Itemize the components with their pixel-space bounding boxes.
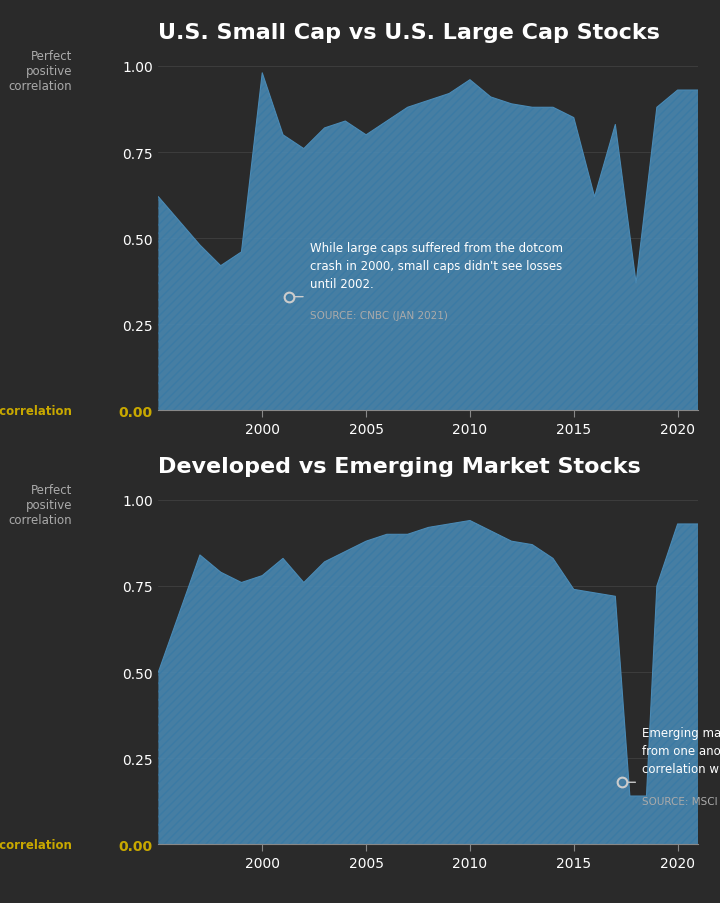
Text: No correlation: No correlation xyxy=(0,405,72,417)
Text: No correlation: No correlation xyxy=(0,838,72,851)
Text: Developed vs Emerging Market Stocks: Developed vs Emerging Market Stocks xyxy=(158,456,641,476)
Text: U.S. Small Cap vs U.S. Large Cap Stocks: U.S. Small Cap vs U.S. Large Cap Stocks xyxy=(158,23,660,42)
Text: While large caps suffered from the dotcom
crash in 2000, small caps didn't see l: While large caps suffered from the dotco… xyxy=(310,241,563,291)
Y-axis label: Perfect
positive
correlation: Perfect positive correlation xyxy=(9,483,72,526)
Text: Emerging markets had become more distinct
from one another, leading to plummetin: Emerging markets had become more distinc… xyxy=(642,727,720,776)
Text: SOURCE: CNBC (JAN 2021): SOURCE: CNBC (JAN 2021) xyxy=(310,312,448,321)
Y-axis label: Perfect
positive
correlation: Perfect positive correlation xyxy=(9,50,72,93)
Text: SOURCE: MSCI (JAN 2018): SOURCE: MSCI (JAN 2018) xyxy=(642,796,720,806)
